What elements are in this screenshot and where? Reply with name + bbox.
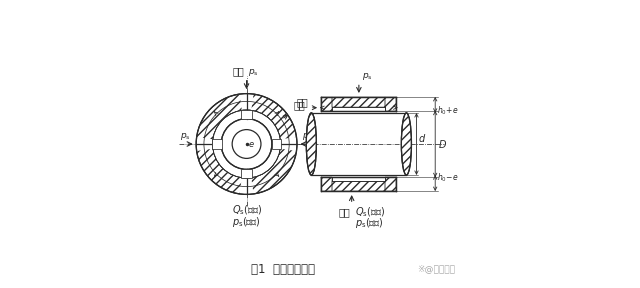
Bar: [332, 107, 385, 111]
Text: ※@让云轴承: ※@让云轴承: [417, 265, 456, 274]
Bar: [241, 110, 252, 119]
Bar: [385, 97, 396, 111]
Text: 回油: 回油: [294, 100, 305, 110]
Text: $d$: $d$: [418, 132, 426, 144]
Bar: [332, 181, 385, 191]
Text: $p_{\rm s}$: $p_{\rm s}$: [302, 131, 313, 142]
Bar: [212, 139, 221, 149]
Text: $p_{\rm s}$: $p_{\rm s}$: [248, 67, 259, 78]
Circle shape: [221, 119, 272, 169]
Bar: [321, 177, 332, 191]
Text: $p_{\rm s}$: $p_{\rm s}$: [362, 71, 372, 82]
Text: $Q_{\rm s}$(恒流): $Q_{\rm s}$(恒流): [355, 206, 385, 219]
Text: $p_{\rm s}$(恒压): $p_{\rm s}$(恒压): [355, 216, 383, 230]
Text: $h_0\!+\!e$: $h_0\!+\!e$: [436, 104, 458, 117]
Text: 进油: 进油: [339, 207, 350, 217]
Circle shape: [212, 110, 280, 178]
Text: 回油: 回油: [297, 97, 308, 107]
Text: 进油: 进油: [232, 66, 244, 76]
Text: 图1  静压轴承原理: 图1 静压轴承原理: [251, 264, 315, 276]
Bar: [271, 139, 281, 149]
Wedge shape: [280, 137, 298, 151]
Bar: [332, 97, 385, 107]
Text: $D$: $D$: [438, 138, 447, 150]
Text: $Q_{\rm s}$(恒流): $Q_{\rm s}$(恒流): [232, 203, 262, 217]
Wedge shape: [239, 92, 254, 110]
Bar: [332, 177, 385, 181]
Ellipse shape: [401, 113, 412, 175]
Text: $p_{\rm s}$(恒压): $p_{\rm s}$(恒压): [232, 215, 261, 229]
Ellipse shape: [307, 113, 316, 175]
Text: $h_0\!-\!e$: $h_0\!-\!e$: [436, 171, 458, 184]
Bar: [385, 177, 396, 191]
Wedge shape: [239, 178, 254, 196]
Wedge shape: [195, 137, 213, 151]
Text: $p_{\rm s}$: $p_{\rm s}$: [180, 131, 191, 142]
Bar: [241, 169, 252, 178]
Bar: [321, 97, 332, 111]
Text: e: e: [248, 141, 253, 149]
